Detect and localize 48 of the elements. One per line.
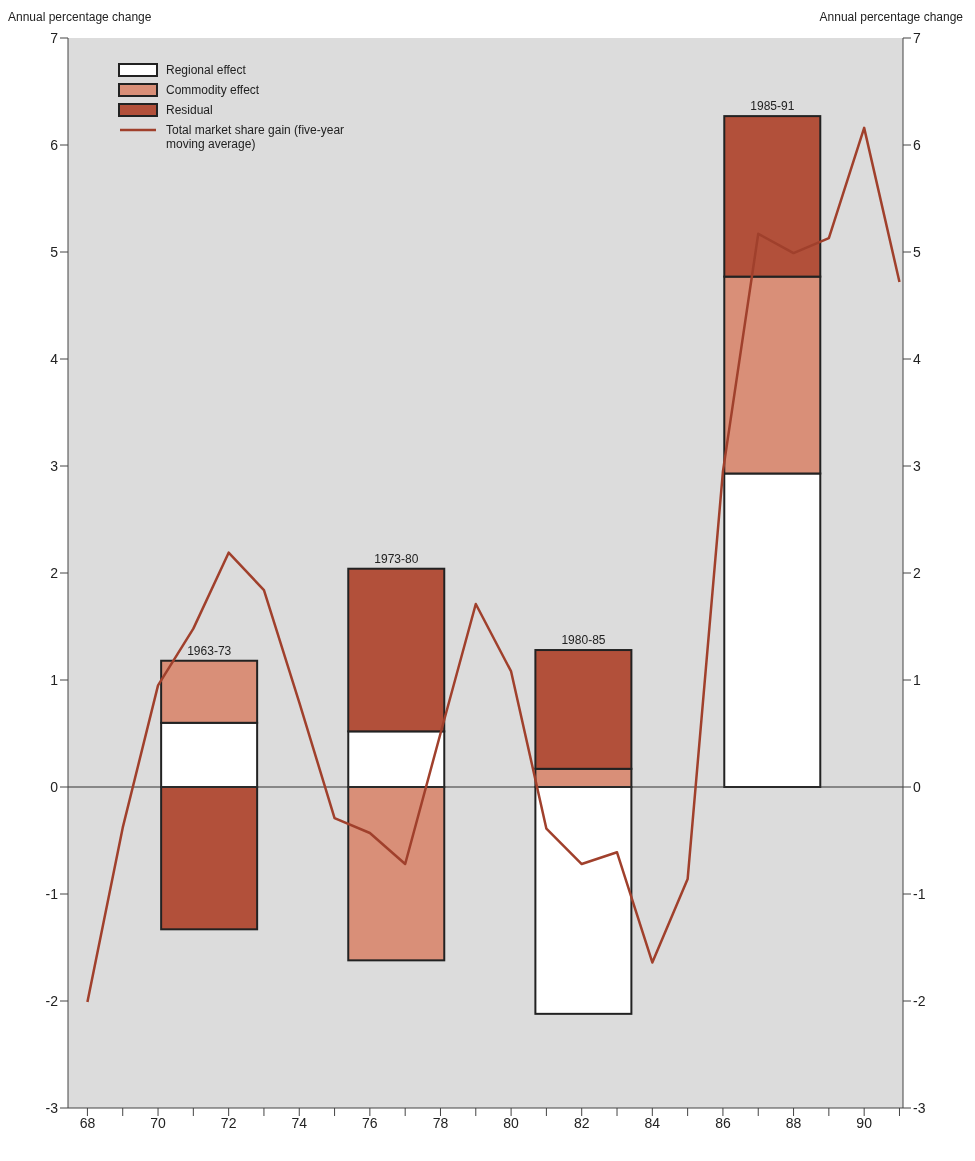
x-tick-label: 72 xyxy=(220,1114,237,1131)
y2-tick-label: 0 xyxy=(913,778,921,795)
y2-tick-label: -1 xyxy=(913,885,926,902)
y2-tick-label: 4 xyxy=(913,350,921,367)
y-tick-label: -3 xyxy=(45,1099,59,1116)
y-tick-label: -2 xyxy=(45,992,59,1009)
y-tick-label: 1 xyxy=(50,671,59,688)
y2-tick-label: 5 xyxy=(913,243,921,260)
y2-tick-label: 7 xyxy=(913,29,921,46)
bar xyxy=(160,786,259,931)
x-tick-label: 90 xyxy=(856,1114,873,1131)
y-tick-label: -1 xyxy=(45,885,59,902)
y-tick-label: 2 xyxy=(50,564,59,581)
annotation: 1973-80 xyxy=(374,551,419,566)
y2-tick-label: 1 xyxy=(913,671,921,688)
y2-tick-label: 3 xyxy=(913,457,921,474)
y2-tick-label: 2 xyxy=(913,564,921,581)
x-tick-label: 86 xyxy=(715,1114,731,1131)
legend-label: Total market share gain (five-year moving average) xyxy=(166,123,346,151)
y2-axis-title: Annual percentage change xyxy=(819,10,963,24)
x-tick-label: 82 xyxy=(573,1114,590,1131)
bar xyxy=(534,786,633,1015)
x-tick-label: 84 xyxy=(644,1114,661,1131)
y2-tick-label: -2 xyxy=(913,992,926,1009)
y2-tick-label: -3 xyxy=(913,1099,926,1116)
x-tick-label: 78 xyxy=(432,1114,449,1131)
x-tick-label: 70 xyxy=(150,1114,167,1131)
annotation: 1985-91 xyxy=(750,99,795,114)
legend-label: Commodity effect xyxy=(166,83,260,97)
x-tick-label: 76 xyxy=(362,1114,378,1131)
y2-tick-label: 6 xyxy=(913,136,921,153)
line-series xyxy=(86,126,901,1004)
x-tick-label: 68 xyxy=(79,1114,96,1131)
y-tick-label: 0 xyxy=(50,778,59,795)
y-tick-label: 4 xyxy=(50,350,59,367)
annotation: 1963-73 xyxy=(187,643,232,658)
annotation: 1980-85 xyxy=(561,633,606,648)
y-tick-label: 5 xyxy=(50,243,59,260)
x-tick-label: 80 xyxy=(503,1114,520,1131)
y-tick-label: 6 xyxy=(50,136,59,153)
legend-label: Regional effect xyxy=(166,63,246,77)
legend-label: Residual xyxy=(166,103,213,117)
bar xyxy=(347,786,446,962)
y-tick-label: 3 xyxy=(50,457,59,474)
x-tick-label: 74 xyxy=(291,1114,308,1131)
y-tick-label: 7 xyxy=(50,29,59,46)
x-tick-label: 88 xyxy=(785,1114,802,1131)
y-axis-title: Annual percentage change xyxy=(8,10,152,24)
